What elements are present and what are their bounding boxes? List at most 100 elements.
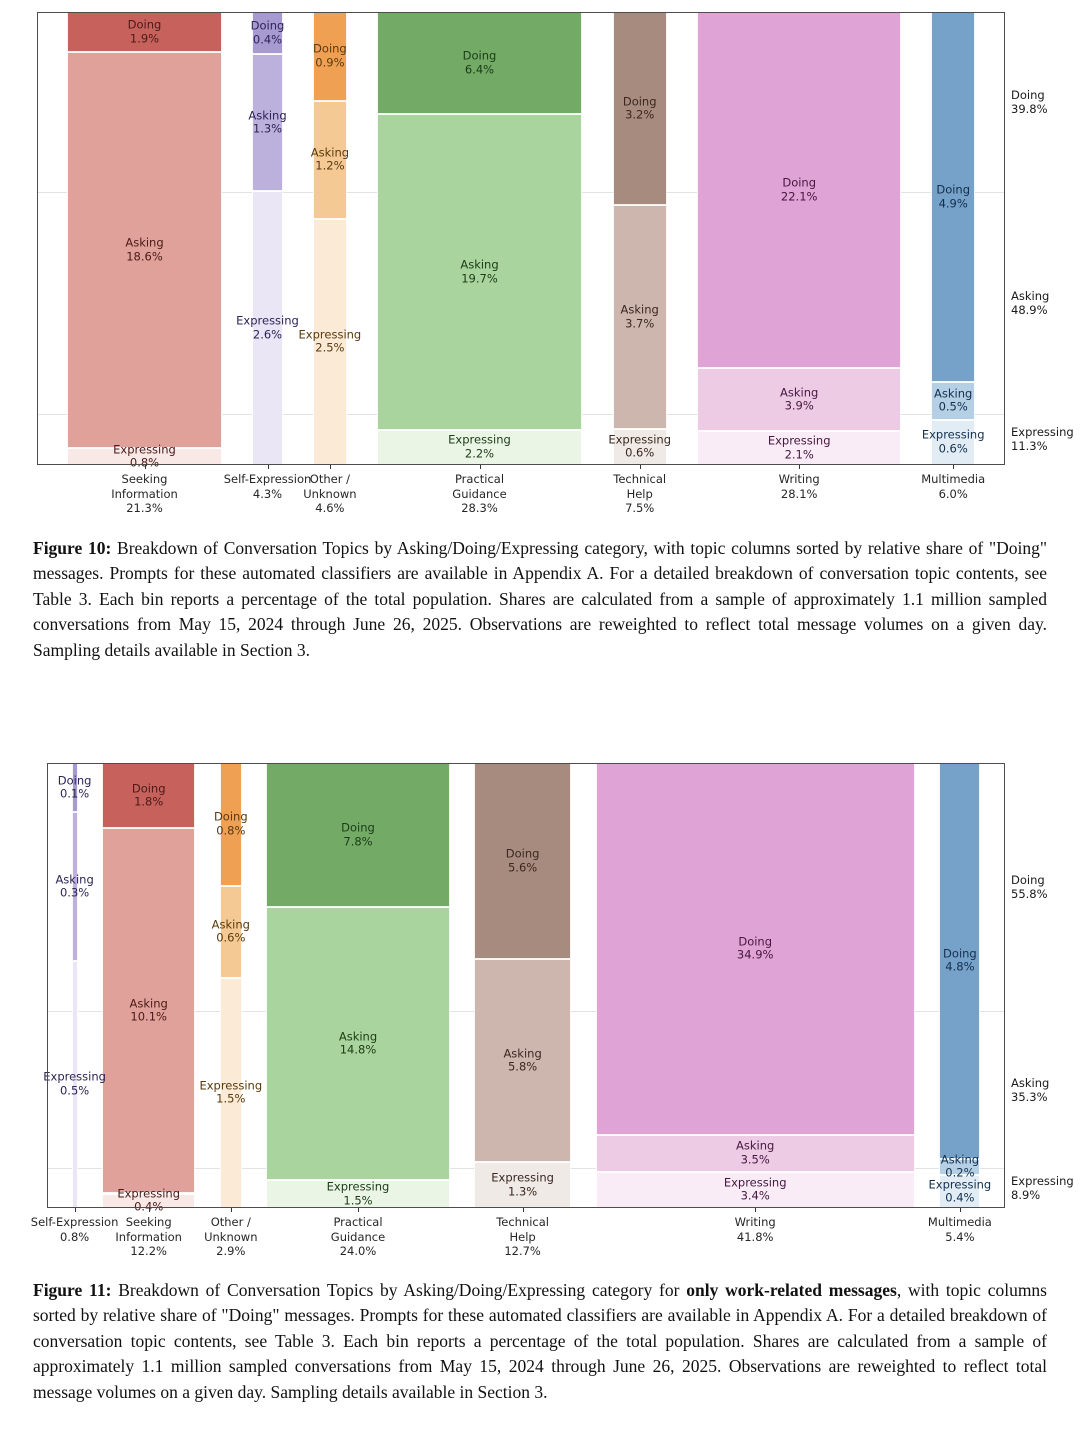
segment-label-technical-help-expressing: Expressing 1.3% (491, 1170, 554, 1199)
mosaic-segment-writing-doing (595, 763, 915, 1135)
segment-label-seeking-information-asking: Asking 18.6% (125, 235, 164, 264)
caption-text: Breakdown of Conversation Topics by Aski… (111, 1280, 687, 1300)
segment-label-multimedia-expressing: Expressing 0.6% (921, 427, 985, 456)
mosaic-segment-multimedia-asking (939, 1158, 981, 1176)
x-axis-tick (522, 1208, 524, 1212)
x-axis-tick (799, 465, 801, 469)
x-axis-tick (479, 465, 481, 469)
figure-10-caption-body: Breakdown of Conversation Topics by Aski… (33, 538, 1047, 660)
right-axis-label-expressing: Expressing 8.9% (1011, 1174, 1074, 1203)
segment-label-seeking-information-doing: Doing 1.8% (131, 781, 166, 809)
mosaic-segment-practical-guidance-asking (376, 114, 583, 430)
segment-label-writing-asking: Asking 3.9% (780, 385, 819, 413)
x-axis-tick (755, 1208, 757, 1212)
x-axis-label-writing: Writing 28.1% (778, 472, 820, 501)
x-axis-label-other-unknown: Other / Unknown 2.9% (204, 1215, 258, 1258)
mosaic-segment-multimedia-asking (931, 382, 975, 420)
segment-label-multimedia-doing: Doing 4.9% (936, 182, 971, 210)
right-axis-label-asking: Asking 35.3% (1011, 1075, 1050, 1104)
x-axis-tick (148, 1208, 150, 1212)
segment-label-technical-help-asking: Asking 5.8% (503, 1046, 542, 1074)
segment-label-technical-help-doing: Doing 5.6% (505, 846, 540, 875)
mosaic-segment-practical-guidance-doing (266, 763, 450, 907)
mosaic-segment-multimedia-doing (931, 12, 975, 382)
mosaic-segment-seeking-information-doing (102, 763, 196, 829)
segment-label-other-unknown-expressing: Expressing 1.5% (199, 1078, 263, 1106)
mosaic-segment-seeking-information-asking (67, 52, 222, 448)
mosaic-segment-self-expression-expressing (251, 191, 284, 465)
mosaic-segment-self-expression-asking (71, 812, 78, 961)
segment-label-seeking-information-asking: Asking 10.1% (129, 996, 168, 1024)
segment-label-seeking-information-expressing: Expressing 0.8% (113, 442, 176, 470)
mosaic-segment-multimedia-expressing (939, 1175, 981, 1208)
caption-text: Breakdown of Conversation Topics by Aski… (33, 538, 1047, 660)
mosaic-segment-practical-guidance-asking (266, 907, 450, 1181)
segment-label-self-expression-doing: Doing 0.1% (57, 773, 92, 801)
figure-11-caption-label: Figure 11: (33, 1280, 112, 1300)
x-axis-tick (953, 465, 955, 469)
segment-label-writing-expressing: Expressing 3.4% (723, 1175, 787, 1203)
mosaic-segment-technical-help-expressing (612, 428, 667, 465)
caption-text: , with topic columns sorted by relative … (33, 1280, 1047, 1402)
segment-label-practical-guidance-doing: Doing 7.8% (341, 820, 375, 848)
x-axis-label-other-unknown: Other / Unknown 4.6% (303, 472, 357, 515)
mosaic-segment-self-expression-doing (251, 12, 284, 55)
figure-10-caption: Figure 10: Breakdown of Conversation Top… (33, 536, 1047, 663)
segment-label-self-expression-asking: Asking 1.3% (248, 108, 287, 136)
segment-label-other-unknown-doing: Doing 0.9% (313, 41, 347, 70)
x-axis-label-self-expression: Self-Expression 0.8% (30, 1215, 119, 1244)
segment-label-writing-doing: Doing 22.1% (780, 175, 818, 204)
mosaic-segment-writing-asking (697, 368, 902, 432)
x-axis-label-technical-help: Technical Help 7.5% (613, 472, 667, 515)
segment-label-technical-help-doing: Doing 3.2% (622, 94, 657, 122)
segment-label-practical-guidance-asking: Asking 14.8% (338, 1029, 378, 1057)
segment-label-practical-guidance-expressing: Expressing 1.5% (326, 1179, 390, 1208)
segment-label-practical-guidance-expressing: Expressing 2.2% (448, 432, 511, 461)
segment-label-self-expression-asking: Asking 0.3% (55, 872, 94, 900)
right-axis-label-expressing: Expressing 11.3% (1011, 425, 1074, 454)
x-axis-label-seeking-information: Seeking Information 21.3% (111, 472, 178, 515)
x-axis-tick (74, 1208, 76, 1212)
segment-label-self-expression-doing: Doing 0.4% (250, 18, 285, 47)
mosaic-segment-writing-asking (595, 1134, 915, 1172)
segment-label-practical-guidance-asking: Asking 19.7% (460, 257, 499, 286)
x-axis-tick (959, 1208, 961, 1212)
segment-label-technical-help-expressing: Expressing 0.6% (608, 432, 672, 460)
segment-label-other-unknown-doing: Doing 0.8% (213, 809, 248, 838)
caption-text-bold: only work-related messages (686, 1280, 897, 1300)
mosaic-segment-seeking-information-asking (102, 828, 196, 1194)
figure-11-chart: Doing 0.1% Asking 0.3% Expressing 0.5% Self-Ex… (31, 763, 1074, 1258)
x-axis-tick (267, 465, 269, 469)
mosaic-segment-multimedia-doing (939, 763, 981, 1159)
x-axis-label-self-expression: Self-Expression 4.3% (223, 472, 312, 501)
segment-label-multimedia-asking: Asking 0.5% (934, 386, 973, 414)
segment-label-writing-doing: Doing 34.9% (736, 934, 774, 962)
x-axis-label-multimedia: Multimedia 6.0% (921, 472, 986, 501)
x-axis-tick (329, 465, 331, 469)
mosaic-segment-technical-help-expressing (474, 1162, 572, 1208)
segment-label-self-expression-expressing: Expressing 0.5% (43, 1069, 106, 1098)
segment-label-multimedia-asking: Asking 0.2% (940, 1152, 980, 1180)
mosaic-segment-seeking-information-doing (67, 12, 222, 53)
x-axis-tick (639, 465, 641, 469)
segment-label-practical-guidance-doing: Doing 6.4% (462, 48, 497, 77)
segment-label-multimedia-doing: Doing 4.8% (943, 946, 977, 974)
segment-label-other-unknown-asking: Asking 0.6% (211, 917, 250, 945)
segment-label-self-expression-expressing: Expressing 2.6% (236, 313, 299, 341)
x-axis-label-practical-guidance: Practical Guidance 24.0% (330, 1215, 386, 1258)
segment-label-seeking-information-expressing: Expressing 0.4% (117, 1186, 181, 1214)
right-axis-label-doing: Doing 39.8% (1011, 88, 1048, 117)
mosaic-segment-multimedia-expressing (931, 419, 975, 465)
segment-label-multimedia-expressing: Expressing 0.4% (928, 1177, 992, 1205)
segment-label-writing-asking: Asking 3.5% (736, 1138, 775, 1167)
mosaic-segment-other-unknown-doing (313, 12, 347, 101)
x-axis-label-technical-help: Technical Help 12.7% (496, 1215, 549, 1258)
segment-label-seeking-information-doing: Doing 1.9% (127, 17, 162, 46)
x-axis-tick (230, 1208, 232, 1212)
mosaic-segment-writing-expressing (697, 431, 902, 465)
figure-11-caption-body: Breakdown of Conversation Topics by Aski… (33, 1280, 1047, 1402)
figure-11-caption: Figure 11: Breakdown of Conversation Top… (33, 1278, 1047, 1405)
figure-10-caption-label: Figure 10: (33, 538, 112, 558)
right-axis-label-asking: Asking 48.9% (1011, 289, 1050, 318)
figure-10-chart: Doing 1.9% Asking 18.6% Expressing 0.8% Seekin… (37, 12, 1074, 515)
